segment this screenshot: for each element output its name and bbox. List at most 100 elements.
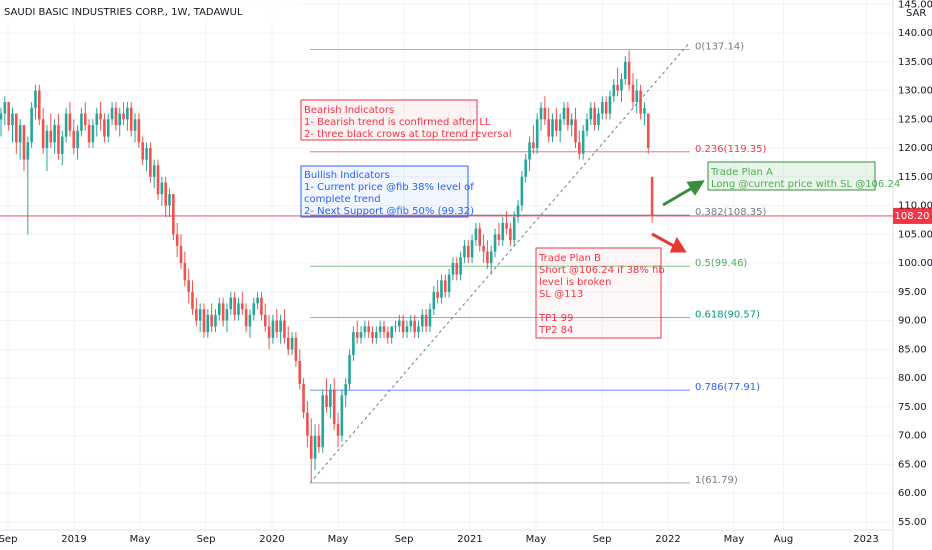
candle-body	[489, 251, 493, 264]
fib-label: 0(137.14)	[695, 41, 744, 52]
fib-label: 0.786(77.91)	[695, 382, 760, 393]
candle-body	[623, 61, 627, 80]
y-tick-label: 140.00	[898, 28, 932, 39]
candle-body	[436, 291, 439, 298]
arrow-down	[651, 232, 687, 253]
candle-body	[34, 90, 37, 108]
candle-body	[501, 222, 505, 241]
candle-body	[225, 309, 229, 321]
candle-body	[38, 90, 41, 120]
y-tick-label: 110.00	[898, 201, 932, 212]
candle-body	[294, 337, 298, 361]
candle-body	[332, 389, 336, 425]
x-tick-label: 2021	[457, 534, 482, 545]
candle-body	[152, 165, 156, 177]
chart-title: SAUDI BASIC INDUSTRIES CORP., 1W, TADAWU…	[4, 7, 243, 18]
candle-body	[509, 228, 512, 241]
candle-body	[114, 107, 118, 126]
x-tick-label: Sep	[395, 534, 414, 545]
annotation-text: 2- three black crows at top trend revers…	[304, 129, 512, 140]
candle-body	[497, 234, 501, 241]
x-tick-label: May	[526, 534, 547, 545]
candle-body	[535, 119, 539, 149]
candle-body	[474, 228, 478, 241]
candle-body	[126, 107, 129, 120]
candle-body	[57, 125, 60, 154]
candle-body	[409, 320, 413, 327]
candle-body	[45, 130, 49, 149]
annotation-text: 1- Current price @fib 38% level of	[304, 182, 474, 193]
candle-body	[168, 194, 171, 206]
candle-body	[172, 194, 175, 235]
candle-body	[428, 309, 432, 327]
candle-body	[179, 245, 183, 264]
candle-body	[237, 303, 240, 315]
candle-body	[64, 113, 68, 137]
candle-body	[639, 90, 642, 114]
candle-body	[248, 314, 252, 327]
annotation-text: level is broken	[539, 277, 611, 288]
candle-body	[355, 332, 359, 338]
candle-body	[578, 142, 581, 154]
candle-body	[106, 119, 110, 137]
candle-body	[3, 102, 7, 114]
plan-a-box	[707, 161, 876, 191]
candle-body	[256, 297, 259, 304]
y-tick-label: 130.00	[898, 86, 932, 97]
candle-body	[340, 395, 344, 436]
currency: SAR	[906, 8, 926, 19]
candle-body	[221, 303, 225, 321]
y-tick-label: 60.00	[898, 488, 927, 499]
candle-body	[470, 240, 474, 258]
y-tick-label: 70.00	[898, 431, 927, 442]
candle-body	[103, 119, 106, 137]
candle-body	[302, 383, 305, 413]
candle-body	[348, 355, 351, 384]
candle-body	[260, 297, 263, 315]
candle-body	[371, 332, 374, 338]
candle-body	[275, 320, 279, 333]
fib-label: 0.5(99.46)	[695, 258, 747, 269]
candle-body	[528, 142, 531, 160]
candle-body	[512, 217, 516, 241]
fib-label: 0.382(108.35)	[695, 207, 767, 218]
annotation-text: complete trend	[304, 194, 381, 205]
candle-body	[589, 107, 593, 120]
candle-body	[478, 228, 482, 246]
candle-body	[390, 326, 393, 338]
candle-body	[601, 102, 604, 114]
annotation-text: 1- Bearish trend is confirmed after LL	[304, 117, 491, 128]
candle-body	[539, 107, 543, 120]
candle-body	[195, 309, 198, 321]
candle-body	[359, 332, 363, 338]
fib-label: 1(61.79)	[695, 475, 738, 486]
y-tick-label: 135.00	[898, 57, 932, 68]
candle-body	[543, 107, 547, 120]
candle-body	[413, 320, 416, 333]
x-tick-label: Sep	[197, 534, 216, 545]
candle-body	[635, 90, 639, 103]
x-tick-label: Aug	[774, 534, 794, 545]
candle-body	[283, 320, 286, 338]
candle-body	[455, 263, 459, 275]
candle-body	[306, 412, 309, 436]
candle-body	[386, 332, 390, 338]
candle-body	[505, 222, 508, 229]
x-tick-label: Sep	[0, 534, 17, 545]
candle-body	[547, 119, 550, 137]
candle-body	[210, 314, 213, 327]
candle-body	[133, 119, 137, 131]
candle-body	[382, 326, 386, 333]
candle-body	[0, 113, 3, 120]
candle-body	[451, 263, 455, 275]
candle-body	[336, 424, 340, 436]
candle-body	[344, 383, 347, 396]
candle-body	[447, 274, 451, 292]
candle-body	[309, 435, 313, 459]
candle-body	[7, 102, 10, 126]
candle-body	[555, 119, 558, 131]
candle-body	[286, 337, 290, 350]
candle-body	[367, 326, 370, 333]
candle-body	[141, 142, 145, 160]
candle-body	[41, 119, 45, 149]
